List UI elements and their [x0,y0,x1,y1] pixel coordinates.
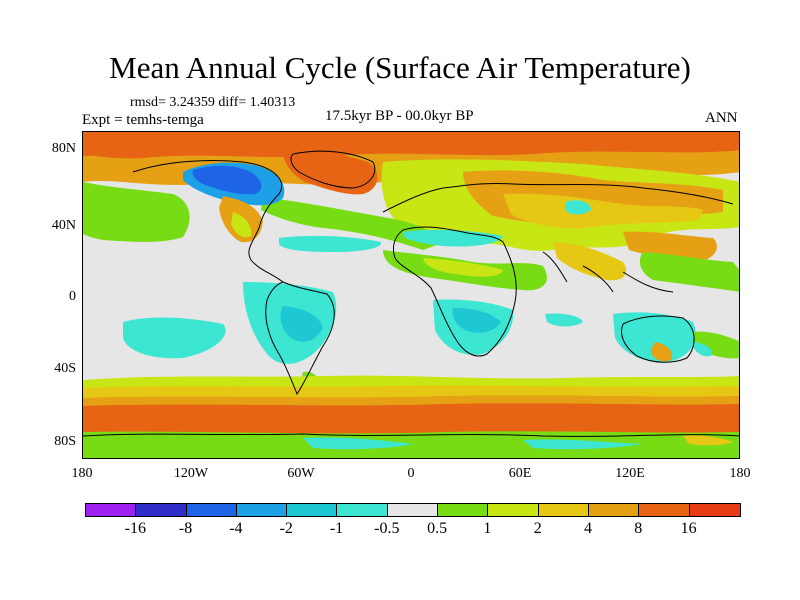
lon-label-120w: 120W [173,466,209,481]
colorbar-swatch [287,504,338,516]
southern-ocean-peak [83,403,739,435]
australia-cooling [613,312,696,363]
colorbar-swatch [689,504,740,516]
lat-label-40n: 40N [51,218,76,233]
indian-ocean-cooling [545,313,583,327]
colorbar-swatch [438,504,489,516]
colorbar-tick-label: 4 [584,520,592,537]
colorbar-tick-label: -0.5 [374,520,400,537]
lon-label-60w: 60W [287,466,315,481]
antarctica-coast [83,433,739,437]
colorbar-tick-label: 16 [680,520,697,537]
season-label: ANN [705,110,738,126]
colorbar-tick-label: -16 [124,520,146,537]
west-pacific-warming [639,252,739,292]
map-svg [83,132,739,458]
australia-warming [651,342,673,362]
ross-sea-warming [683,435,733,446]
lon-label-0: 0 [407,466,415,481]
lon-label-180e: 180 [729,466,751,481]
tibet-cooling [565,200,591,215]
south-asia-coast [542,251,674,293]
colorbar-swatch [236,504,288,516]
colorbar-tick-label: 1 [483,520,492,537]
lat-label-40s: 40S [54,361,76,376]
lat-label-0: 0 [69,289,76,304]
colorbar [85,503,741,517]
amazon-cooling [280,306,323,342]
lat-label-80s: 80S [54,434,76,449]
sahara-mild [423,258,503,277]
east-pacific-cooling [123,317,226,359]
greenland-coast [290,150,376,189]
south-america-coast [265,281,335,396]
central-africa-cooling [452,308,501,333]
colorbar-tick-label: -8 [178,520,193,537]
colorbar-swatch [86,504,137,516]
india-warming [553,242,627,281]
experiment-label: Expt = temhs-temga [82,112,204,128]
coastlines [83,150,739,437]
lon-label-60e: 60E [508,466,532,481]
colorbar-swatch [588,504,640,516]
colorbar-swatch [337,504,388,516]
weddell-cooling [303,437,413,450]
lon-label-120e: 120E [615,466,645,481]
colorbar-tick-label: -1 [329,520,344,537]
australia-coast [621,315,695,363]
colorbar-swatch [538,504,589,516]
antarctic-band [83,431,739,458]
colorbar-swatch [387,504,439,516]
north-america-coast [132,159,284,283]
period-label: 17.5kyr BP - 00.0kyr BP [325,108,474,124]
chart-title: Mean Annual Cycle (Surface Air Temperatu… [109,50,691,85]
tasman-cooling [693,342,713,357]
north-atlantic-cooling [279,235,382,252]
colorbar-swatch [136,504,187,516]
north-pacific-band [83,182,190,242]
arctic-hot-band [83,132,739,159]
central-asia-warming [503,193,703,229]
colorbar-swatch [488,504,539,516]
africa-coast [392,226,517,357]
rmsd-diff-stats: rmsd= 3.24359 diff= 1.40313 [130,95,296,110]
laurentide-strong-cooling [192,165,262,195]
eurasia-coast [382,182,734,213]
north-atlantic-band [261,197,445,250]
colorbar-tick-label: 8 [634,520,643,537]
colorbar-tick-label: 2 [533,520,542,537]
greenland-warming [283,150,378,195]
north-america-mild [231,212,252,238]
colorbar-swatch [186,504,237,516]
temperature-anomaly-map [82,131,740,459]
east-antarctic-cooling [523,439,643,450]
lat-label-80n: 80N [51,141,76,156]
colorbar-swatch [639,504,690,516]
colorbar-tick-label: 0.5 [427,520,448,537]
lon-label-180w: 180 [71,466,93,481]
colorbar-tick-label: -4 [229,520,243,537]
colorbar-tick-label: -2 [279,520,293,537]
